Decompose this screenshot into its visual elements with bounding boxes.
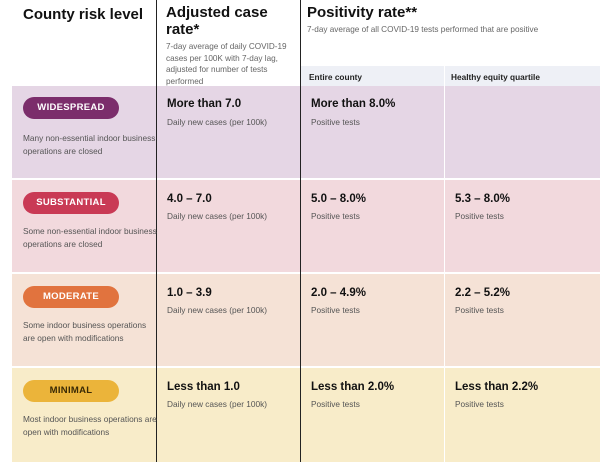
tier-badge-minimal: MINIMAL: [23, 380, 119, 402]
equity-positivity-caption: Positive tests: [455, 305, 504, 315]
tier-badge-widespread: WIDESPREAD: [23, 97, 119, 119]
county-positivity-caption: Positive tests: [311, 211, 360, 221]
case-rate-value: 1.0 – 3.9: [167, 287, 212, 299]
county-positivity-value: More than 8.0%: [311, 98, 396, 110]
col3-subtitle: 7-day average of all COVID-19 tests perf…: [307, 25, 539, 34]
column-divider-3: [444, 66, 445, 462]
case-rate-value: Less than 1.0: [167, 381, 240, 393]
case-rate-value: 4.0 – 7.0: [167, 193, 212, 205]
county-positivity-caption: Positive tests: [311, 117, 360, 127]
col2-subtitle: 7-day average of daily COVID-19 cases pe…: [166, 42, 287, 86]
county-positivity-caption: Positive tests: [311, 305, 360, 315]
equity-positivity-caption: Positive tests: [455, 399, 504, 409]
subheader-bar: [301, 66, 600, 86]
header-county-risk: County risk level: [23, 6, 153, 23]
equity-positivity-value: 5.3 – 8.0%: [455, 193, 510, 205]
case-rate-caption: Daily new cases (per 100k): [167, 399, 268, 409]
header-positivity: Positivity rate** 7-day average of all C…: [307, 4, 597, 36]
tier-badge-moderate: MODERATE: [23, 286, 119, 308]
equity-positivity-value: Less than 2.2%: [455, 381, 539, 393]
equity-positivity-value: 2.2 – 5.2%: [455, 287, 510, 299]
county-positivity-value: Less than 2.0%: [311, 381, 395, 393]
column-divider-1: [156, 0, 157, 462]
tier-badge-substantial: SUBSTANTIAL: [23, 192, 119, 214]
col2-title: Adjusted case rate*: [166, 4, 268, 38]
county-positivity-value: 5.0 – 8.0%: [311, 193, 366, 205]
equity-positivity-caption: Positive tests: [455, 211, 504, 221]
column-divider-2: [300, 0, 301, 462]
subheader-entire-county: Entire county: [309, 72, 363, 82]
county-positivity-value: 2.0 – 4.9%: [311, 287, 366, 299]
header-case-rate: Adjusted case rate* 7-day average of dai…: [166, 4, 296, 87]
tier-description: Some non-essential indoor business opera…: [23, 226, 157, 249]
county-positivity-caption: Positive tests: [311, 399, 360, 409]
case-rate-caption: Daily new cases (per 100k): [167, 305, 268, 315]
case-rate-value: More than 7.0: [167, 98, 242, 110]
case-rate-caption: Daily new cases (per 100k): [167, 211, 268, 221]
tier-description: Most indoor business operations are open…: [23, 414, 157, 437]
col1-title: County risk level: [23, 6, 144, 23]
col3-title: Positivity rate**: [307, 4, 418, 21]
case-rate-caption: Daily new cases (per 100k): [167, 117, 268, 127]
tier-description: Many non-essential indoor business opera…: [23, 133, 156, 156]
subheader-equity-quartile: Healthy equity quartile: [451, 72, 540, 82]
tier-description: Some indoor business operations are open…: [23, 320, 147, 343]
